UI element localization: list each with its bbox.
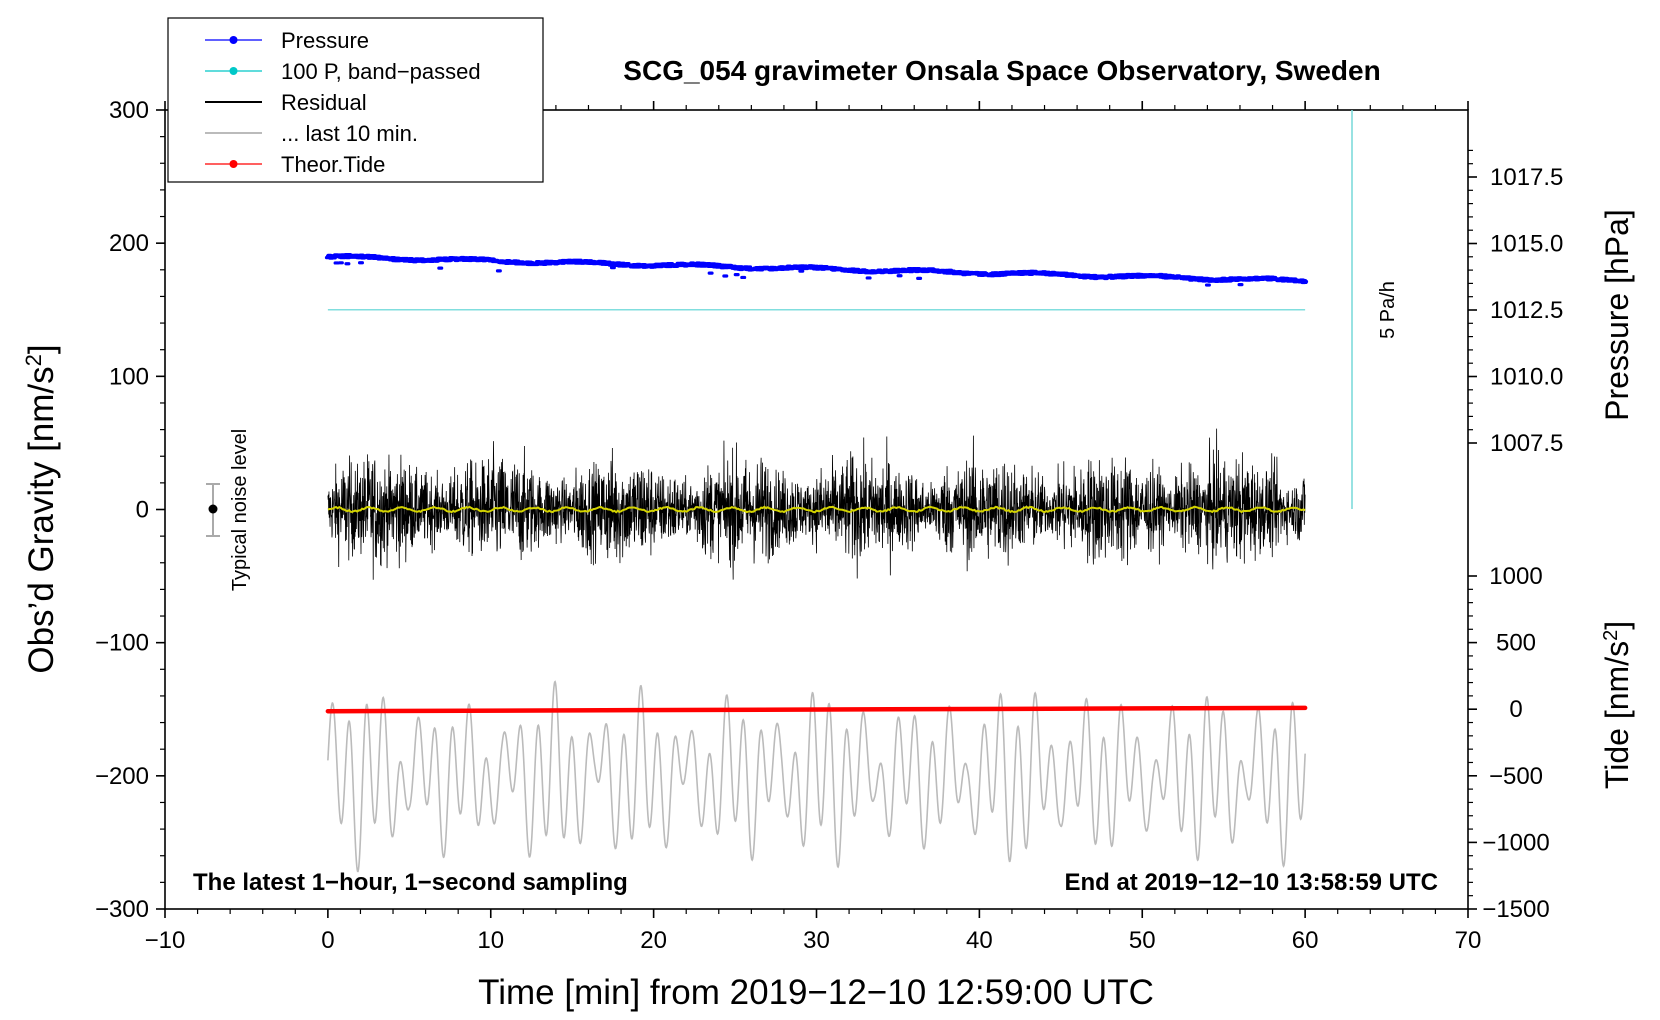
- end-time-annotation: End at 2019−12−10 13:58:59 UTC: [1064, 869, 1438, 896]
- legend: Pressure 100 P, band−passed Residual ... la…: [167, 17, 544, 183]
- pressure-tick-label: 1007.5: [1490, 430, 1563, 457]
- x-tick-label: 10: [477, 927, 504, 954]
- legend-swatch-marker: [229, 67, 238, 75]
- y-tick-label: 300: [109, 97, 149, 124]
- series-theoretical-tide: [325, 705, 1308, 714]
- noise-label: Typical noise level: [229, 429, 251, 591]
- y-tick-label: −100: [95, 630, 149, 657]
- x-tick-label: 60: [1292, 927, 1319, 954]
- rate-label: 5 Pa/h: [1377, 281, 1399, 339]
- legend-box: [167, 17, 544, 183]
- y-tick-label: 0: [136, 497, 149, 524]
- pressure-tick-label: 1015.0: [1490, 231, 1563, 258]
- pressure-points: [324, 252, 1309, 287]
- legend-label: ... last 10 min.: [281, 121, 418, 146]
- sampling-annotation: The latest 1−hour, 1−second sampling: [193, 869, 628, 896]
- x-tick-label: 50: [1129, 927, 1156, 954]
- series-last-10-min: [327, 680, 1306, 873]
- pressure-axis-label: Pressure [hPa]: [1599, 209, 1635, 421]
- tide-tick-label: −1500: [1482, 896, 1549, 923]
- legend-swatch-marker: [229, 160, 238, 168]
- legend-swatch-marker: [229, 36, 238, 44]
- y-tick-label: −200: [95, 763, 149, 790]
- x-tick-label: 0: [321, 927, 334, 954]
- tide-tick-label: −500: [1489, 763, 1543, 790]
- pressure-tick-label: 1017.5: [1490, 164, 1563, 191]
- pressure-tick-label: 1012.5: [1490, 297, 1563, 324]
- legend-label: Pressure: [281, 28, 369, 53]
- x-axis-label: Time [min] from 2019−12−10 12:59:00 UTC: [478, 973, 1154, 1012]
- series-layer: [324, 252, 1309, 873]
- x-tick-label: 30: [803, 927, 830, 954]
- y-tick-label: −300: [95, 896, 149, 923]
- tide-tick-label: 500: [1496, 630, 1536, 657]
- series-residual: [327, 428, 1306, 580]
- tide-tick-label: −1000: [1482, 829, 1549, 856]
- tide-tick-label: 1000: [1489, 563, 1542, 590]
- x-tick-label: −10: [145, 927, 186, 954]
- tide-tick-label: 0: [1509, 696, 1522, 723]
- x-tick-label: 70: [1455, 927, 1482, 954]
- legend-label: Theor.Tide: [281, 152, 385, 177]
- rate-indicator: 5 Pa/h: [1351, 110, 1399, 509]
- series-residual-mean: [327, 505, 1306, 514]
- legend-label: 100 P, band−passed: [281, 59, 481, 84]
- x-tick-label: 20: [640, 927, 667, 954]
- x-tick-label: 40: [966, 927, 993, 954]
- pressure-tick-label: 1010.0: [1490, 364, 1563, 391]
- series-pressure: [324, 252, 1309, 287]
- chart-title: SCG_054 gravimeter Onsala Space Observat…: [623, 55, 1380, 86]
- tide-axis-label: Tide [nm/s2]: [1599, 621, 1635, 789]
- y-tick-label: 200: [109, 230, 149, 257]
- tick-layer: −10 0 10 20 30 40 50 60 703002001000−100−200−300…: [95, 97, 1563, 954]
- legend-label: Residual: [281, 90, 367, 115]
- left-axis-label: Obs’d Gravity [nm/s2]: [21, 344, 62, 673]
- noise-indicator: Typical noise level: [206, 429, 251, 591]
- noise-center-dot: [208, 504, 218, 514]
- y-tick-label: 100: [109, 363, 149, 390]
